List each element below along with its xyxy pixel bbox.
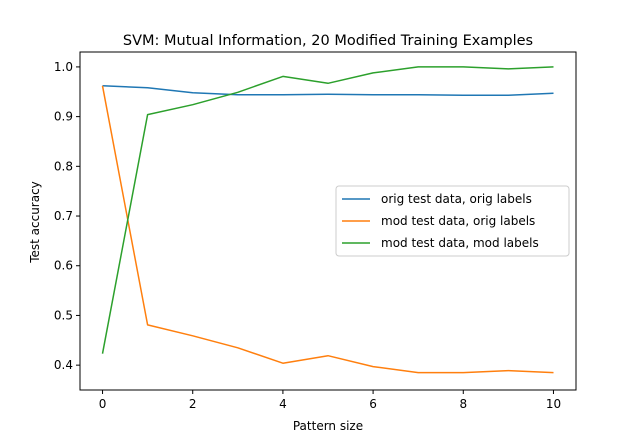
y-tick-label: 0.4 — [54, 358, 73, 372]
series-line-1 — [102, 85, 554, 96]
y-tick-label: 0.9 — [54, 110, 73, 124]
y-tick-label: 0.5 — [54, 308, 73, 322]
legend-label: mod test data, orig labels — [381, 214, 535, 228]
y-axis-label: Test accuracy — [28, 181, 42, 264]
legend: orig test data, orig labels mod test data… — [335, 185, 570, 257]
x-tick-label: 2 — [189, 397, 197, 411]
x-axis: 0 2 4 6 8 10 — [99, 390, 561, 411]
series-line-3 — [101, 66, 554, 354]
y-tick-label: 0.7 — [54, 209, 73, 223]
plot-area: 0 2 4 6 8 10 0.4 0.5 0.6 0.7 0.8 0.9 1.0 — [54, 51, 577, 411]
x-tick-label: 6 — [369, 397, 377, 411]
axes-frame — [79, 51, 577, 391]
chart-title: SVM: Mutual Information, 20 Modified Tra… — [123, 33, 533, 49]
y-tick-label: 0.6 — [54, 259, 73, 273]
x-tick-label: 0 — [99, 397, 107, 411]
x-axis-label: Pattern size — [293, 419, 363, 433]
y-tick-label: 0.8 — [54, 159, 73, 173]
legend-box — [335, 185, 570, 257]
y-tick-label: 1.0 — [54, 60, 73, 74]
series-line-2 — [101, 85, 554, 374]
legend-label: mod test data, mod labels — [381, 236, 539, 250]
x-tick-label: 10 — [546, 397, 561, 411]
legend-label: orig test data, orig labels — [381, 192, 532, 206]
x-tick-label: 8 — [459, 397, 467, 411]
series-layer — [101, 66, 554, 374]
y-axis: 0.4 0.5 0.6 0.7 0.8 0.9 1.0 — [54, 60, 80, 372]
x-tick-label: 4 — [279, 397, 287, 411]
